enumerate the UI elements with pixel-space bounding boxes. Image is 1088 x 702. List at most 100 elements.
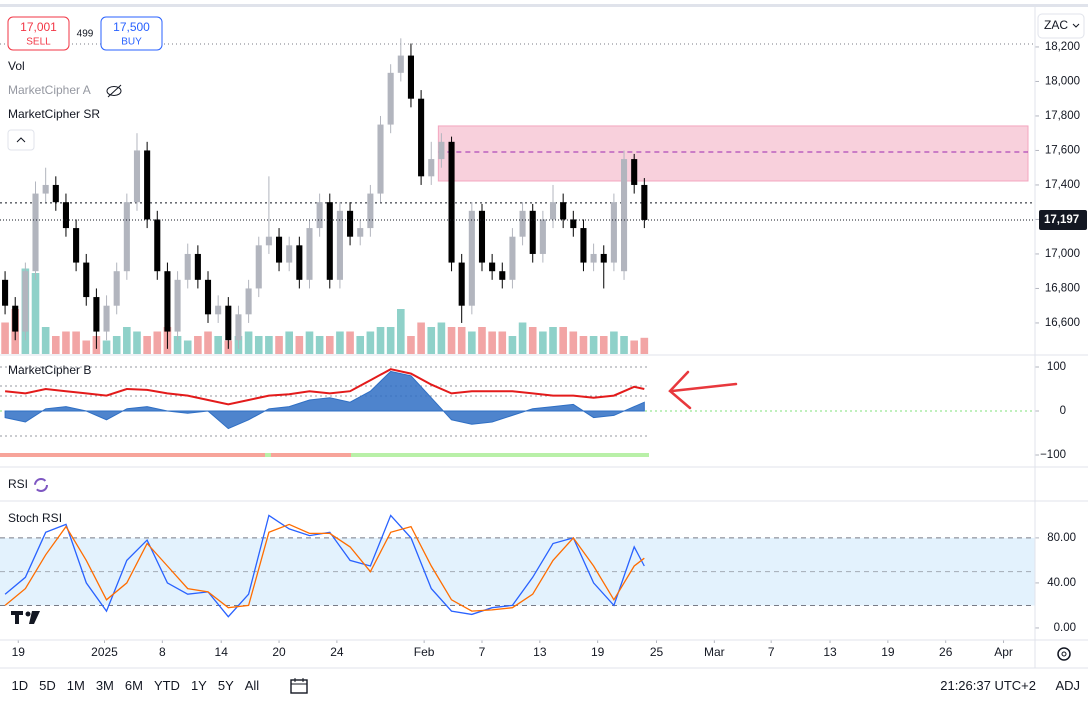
volume-bar <box>366 331 375 354</box>
range-button[interactable]: 1M <box>66 678 85 693</box>
candle-body <box>336 210 343 280</box>
indicator-label: RSI <box>8 477 28 491</box>
volume-bar <box>305 331 314 354</box>
buy-button[interactable] <box>100 16 163 51</box>
volume-bar <box>52 336 60 354</box>
candle-body <box>549 202 557 220</box>
volume-bar <box>447 327 456 354</box>
candle-body <box>357 228 364 237</box>
signal-strip <box>0 453 265 457</box>
candle-body <box>204 279 212 315</box>
candle-body <box>610 202 617 263</box>
range-button[interactable]: 3M <box>95 678 114 693</box>
collapse-button[interactable] <box>7 129 35 151</box>
range-button[interactable]: 6M <box>124 678 143 693</box>
y-tick-label: 17,000 <box>1045 248 1080 260</box>
last-price-box <box>1039 209 1087 230</box>
candle-body <box>22 271 29 332</box>
volume-bar <box>376 327 385 354</box>
candle-body <box>73 228 80 263</box>
candle-body <box>276 236 283 263</box>
candle-body <box>52 184 59 203</box>
wave-area <box>4 370 645 430</box>
range-button[interactable]: 1D <box>11 678 29 693</box>
candle-body <box>539 219 546 254</box>
candle-body <box>133 150 141 203</box>
candle-body <box>12 305 19 332</box>
volume-bar <box>397 309 405 354</box>
y-tick-label: 80.00 <box>1047 532 1076 544</box>
volume-bar <box>589 336 598 354</box>
candle-body <box>306 228 313 280</box>
collapse-icon <box>16 137 26 143</box>
x-tick-label: 19 <box>591 645 605 659</box>
logo <box>11 611 40 624</box>
volume-bar <box>457 327 466 354</box>
spread: 499 <box>77 29 94 40</box>
volume-bar <box>254 336 263 354</box>
sell-button[interactable] <box>7 16 70 51</box>
signal-strip <box>351 453 649 457</box>
candle-body <box>154 219 161 272</box>
y-tick-label: 40.00 <box>1047 577 1076 589</box>
volume-bar <box>518 322 527 354</box>
candle-body <box>103 305 110 332</box>
range-button[interactable]: All <box>244 678 260 693</box>
candle-body <box>387 72 394 125</box>
volume-bar <box>244 331 253 354</box>
range-button[interactable]: YTD <box>153 678 180 693</box>
range-button[interactable]: 5D <box>39 678 56 693</box>
volume-bar <box>498 331 507 354</box>
candle-body <box>316 202 323 229</box>
candle-body <box>215 305 222 315</box>
y-tick-label: 17,600 <box>1045 144 1080 156</box>
y-tick-label: 18,200 <box>1045 41 1080 53</box>
candle-body <box>367 193 374 229</box>
candle-body <box>641 184 648 220</box>
range-button[interactable]: 1Y <box>190 678 207 693</box>
x-tick-label: 13 <box>533 645 547 659</box>
volume-bar <box>528 327 537 354</box>
x-tick-label: 24 <box>330 645 344 659</box>
x-tick-label: 14 <box>215 645 229 659</box>
volume-bar <box>386 327 395 354</box>
dropdown-icon <box>1072 23 1080 28</box>
clock: 21:26:37 UTC+2 <box>940 678 1036 693</box>
volume-bar <box>610 331 618 354</box>
candle-body <box>519 210 526 237</box>
x-tick-label: 19 <box>12 645 26 659</box>
y-tick-label: 18,000 <box>1045 75 1080 87</box>
candle-body <box>32 193 39 272</box>
range-button[interactable]: 5Y <box>217 678 234 693</box>
volume-bar <box>285 331 293 354</box>
volume-bar <box>569 331 578 354</box>
buy-price: 17,500 <box>113 20 150 34</box>
candle-body <box>296 245 303 280</box>
y-tick-label: 16,800 <box>1045 282 1080 294</box>
adj-button[interactable]: ADJ <box>1055 678 1080 693</box>
volume-bar <box>325 336 334 354</box>
candle-body <box>478 210 486 263</box>
top-border <box>0 4 1088 7</box>
candle-body <box>225 305 232 341</box>
candle-body <box>347 210 354 237</box>
candle-body <box>560 202 567 220</box>
marks: 18,20018,00017,80017,60017,40017,20017,0… <box>0 38 1087 659</box>
currency-box[interactable] <box>1037 13 1085 39</box>
volume-bar <box>437 322 446 354</box>
range-buttons: 1D 5D 1M 3M 6M YTD 1Y 5Y All <box>6 678 265 693</box>
signal-strip <box>265 453 271 457</box>
volume-bar <box>508 336 517 354</box>
hidden-icon[interactable] <box>106 84 122 98</box>
x-tick-label: 20 <box>272 645 286 659</box>
settings-icon[interactable] <box>1057 647 1071 661</box>
x-tick-label: 7 <box>768 645 775 659</box>
candle-body <box>245 288 252 315</box>
candle-body <box>235 314 242 341</box>
volume-bar <box>275 336 283 354</box>
candle-body <box>590 253 597 263</box>
sell-price: 17,001 <box>20 20 57 34</box>
candle-body <box>600 253 607 263</box>
candle-body <box>174 279 181 332</box>
calendar-icon[interactable] <box>289 676 309 696</box>
